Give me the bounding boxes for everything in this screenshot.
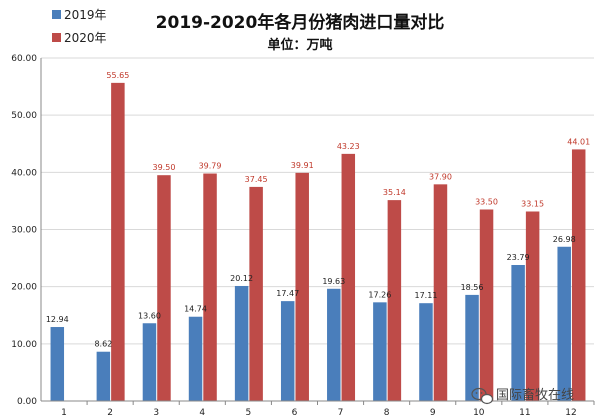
x-tick-label: 7 [338,408,344,418]
x-tick-label: 9 [430,408,436,418]
x-axis-ticks: 1 2 3 4 5 6 7 8 9 10 11 12 [61,401,595,418]
legend-label-2019: 2019年 [64,8,107,22]
data-label-2020: 43.23 [337,142,360,151]
bar-2019-month-12 [557,246,571,401]
x-tick-label: 4 [199,408,205,418]
data-label-2019: 12.94 [46,315,69,324]
bar-2019-month-9 [419,303,433,401]
bar-2020-month-5 [249,186,263,401]
wechat-icon [471,387,494,405]
bars [50,82,586,402]
x-tick-label: 10 [473,408,485,418]
y-tick-label: 40.00 [11,168,37,178]
legend-label-2020: 2020年 [64,31,107,45]
data-label-2019: 17.47 [276,289,299,298]
bar-2020-month-10 [479,209,494,401]
y-tick-label: 0.00 [17,397,37,407]
bar-2020-month-7 [341,153,356,401]
bar-2019-month-10 [465,294,479,401]
data-label-2020: 35.14 [383,188,406,197]
data-label-2019: 8.62 [94,340,112,349]
x-tick-label: 6 [292,408,298,418]
data-label-2019: 17.11 [415,291,438,300]
data-label-2019: 18.56 [461,283,484,292]
y-tick-label: 20.00 [11,283,37,293]
data-label-2020: 44.01 [567,137,590,146]
watermark-text: 国际畜牧在线 [496,387,574,403]
data-label-2020: 39.79 [199,162,222,171]
data-label-2019: 20.12 [230,274,253,283]
data-label-2019: 23.79 [507,253,530,262]
data-label-2020: 55.65 [106,71,129,80]
bar-2019-month-7 [327,288,341,401]
bar-2020-month-3 [157,175,171,401]
data-label-2019: 19.63 [322,277,345,286]
y-tick-label: 30.00 [11,226,37,236]
data-label-2020: 37.45 [245,175,268,184]
x-tick-label: 8 [384,408,390,418]
y-axis-ticks: 0.00 10.00 20.00 30.00 40.00 50.00 60.00 [11,54,37,407]
x-tick-label: 11 [519,408,530,418]
bar-2019-month-2 [96,351,111,401]
bar-2020-month-6 [295,172,309,401]
y-tick-label: 50.00 [11,111,37,121]
data-label-2020: 39.91 [291,161,314,170]
data-label-2020: 33.50 [475,197,498,206]
bar-2020-month-2 [111,82,125,402]
bar-2019-month-4 [188,316,203,401]
bar-2020-month-11 [525,211,540,401]
y-tick-label: 60.00 [11,54,37,64]
data-label-2020: 39.50 [153,163,176,172]
bar-2019-month-1 [50,327,65,401]
legend-swatch-2019 [52,10,61,19]
x-tick-label: 5 [246,408,252,418]
data-label-2019: 26.98 [553,235,576,244]
bar-2019-month-8 [373,302,387,401]
data-label-2020: 37.90 [429,172,452,181]
bar-2019-month-3 [142,323,157,401]
y-tick-label: 10.00 [11,340,37,350]
bar-2019-month-6 [280,301,295,401]
x-tick-label: 1 [61,408,67,418]
data-label-2019: 14.74 [184,305,207,314]
data-labels: 12.94 8.62 55.65 13.60 39.50 14.74 39.79 20.12 3… [46,71,590,349]
x-tick-label: 12 [565,408,576,418]
bar-2019-month-5 [234,285,249,401]
bar-2020-month-8 [387,200,402,401]
bar-2020-month-12 [571,149,586,401]
chart-subtitle: 单位：万吨 [267,37,332,53]
x-tick-label: 3 [153,408,159,418]
data-label-2020: 33.15 [521,199,544,208]
legend: 2019年 2020年 [52,8,107,45]
data-label-2019: 13.60 [138,311,161,320]
x-tick-label: 2 [107,408,113,418]
legend-swatch-2020 [52,33,61,42]
chart-title: 2019-2020年各月份猪肉进口量对比 [156,12,445,33]
bar-2019-month-11 [511,265,525,401]
watermark: 国际畜牧在线 [471,387,574,405]
bar-2020-month-9 [433,184,448,401]
grid [41,57,594,345]
bar-2020-month-4 [203,173,217,401]
data-label-2019: 17.26 [368,290,391,299]
